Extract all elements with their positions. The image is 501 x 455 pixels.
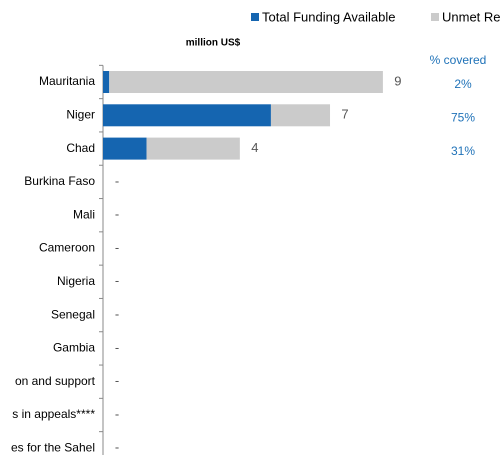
legend-swatch [431,13,439,21]
coverage-label: 31% [451,144,475,158]
total-label: - [115,440,119,455]
total-label: - [115,373,119,388]
coverage-title: % covered [430,53,487,67]
y-tick-label: Niger [66,107,95,121]
y-tick-label: es for the Sahel [11,440,95,454]
total-label: - [115,406,119,421]
total-label: - [115,273,119,288]
legend-swatch [251,13,259,21]
bar-segment [103,71,110,93]
bar-segment [270,104,331,127]
total-label: - [115,173,119,188]
total-label: - [115,207,119,222]
y-tick-label: Senegal [51,307,95,321]
total-label: 7 [341,107,348,122]
bar-segment [109,71,383,93]
y-tick-label: Cameroon [39,241,95,255]
legend-label: Unmet Requirements [442,9,501,24]
bar-segment [103,137,147,160]
total-label: 9 [394,73,401,88]
y-tick-label: s in appeals**** [12,407,95,421]
total-label: - [115,307,119,322]
y-tick-label: Mali [73,207,95,221]
y-tick-label: Burkina Faso [24,174,95,188]
y-tick-label: Gambia [53,341,95,355]
total-label: 4 [251,140,258,155]
y-tick-label: Mauritania [39,74,95,88]
total-label: - [115,340,119,355]
chart-subtitle: million US$ [186,38,241,49]
y-tick-label: Nigeria [57,274,95,288]
y-tick-label: Chad [66,141,95,155]
total-label: - [115,240,119,255]
coverage-label: 2% [454,77,472,91]
coverage-label: 75% [451,110,475,124]
y-tick-label: on and support [15,374,96,388]
bar-segment [146,137,240,160]
legend-label: Total Funding Available [262,9,395,24]
bar-segment [103,104,271,127]
